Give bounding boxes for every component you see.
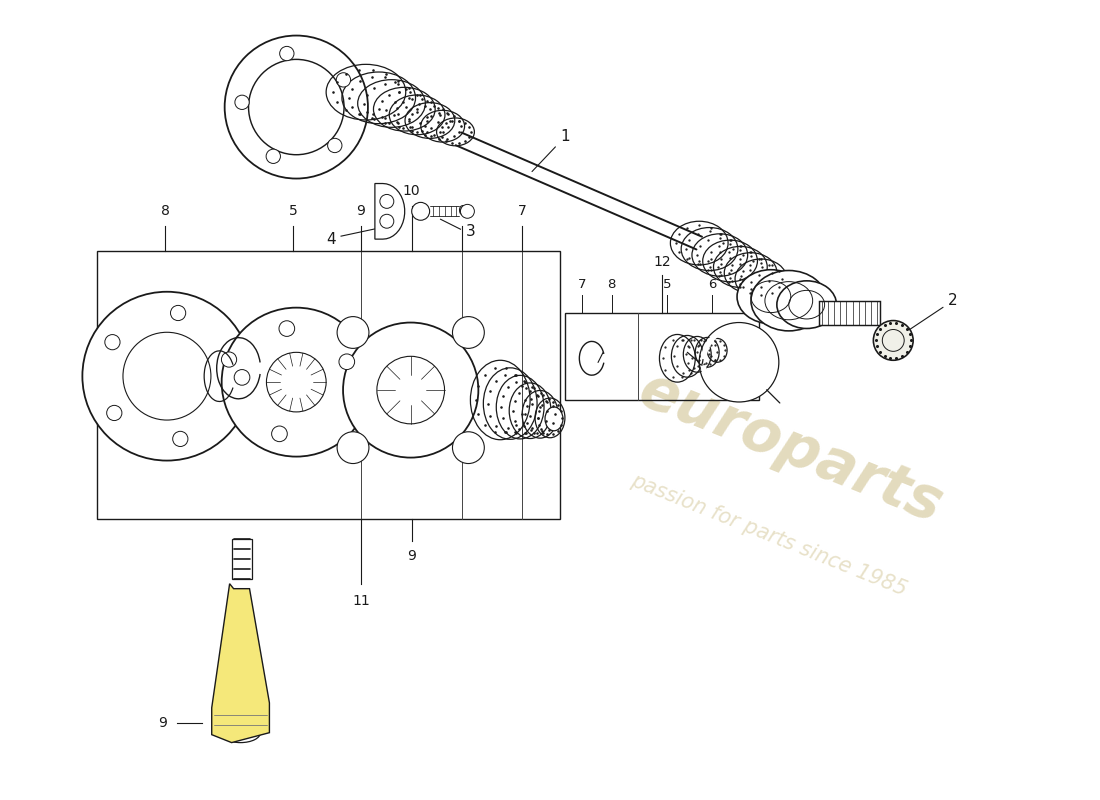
Circle shape bbox=[337, 432, 368, 463]
Circle shape bbox=[234, 370, 250, 386]
Bar bbox=[97, 251, 560, 519]
Ellipse shape bbox=[751, 270, 826, 331]
Text: 5: 5 bbox=[663, 278, 672, 290]
Text: 11: 11 bbox=[352, 594, 370, 608]
Ellipse shape bbox=[737, 270, 805, 324]
Text: 5: 5 bbox=[289, 204, 298, 218]
Text: 3: 3 bbox=[465, 224, 475, 238]
Text: 7: 7 bbox=[578, 278, 586, 290]
Text: 8: 8 bbox=[161, 204, 169, 218]
Text: 9: 9 bbox=[407, 549, 416, 563]
Text: europarts: europarts bbox=[630, 361, 952, 534]
Circle shape bbox=[452, 432, 484, 463]
Circle shape bbox=[337, 73, 351, 87]
Circle shape bbox=[700, 322, 779, 402]
Bar bbox=[565, 313, 759, 400]
Text: 2: 2 bbox=[895, 293, 958, 339]
Text: 6: 6 bbox=[458, 204, 466, 218]
Circle shape bbox=[279, 46, 294, 61]
Ellipse shape bbox=[544, 407, 563, 430]
Circle shape bbox=[873, 321, 913, 360]
Text: 6: 6 bbox=[708, 278, 716, 290]
Text: 4: 4 bbox=[327, 232, 336, 246]
Circle shape bbox=[343, 322, 478, 458]
Bar bbox=[818, 301, 880, 325]
Circle shape bbox=[170, 306, 186, 321]
Circle shape bbox=[337, 317, 368, 348]
Circle shape bbox=[461, 204, 474, 218]
Text: 12: 12 bbox=[653, 255, 671, 269]
Circle shape bbox=[224, 35, 367, 178]
Circle shape bbox=[452, 317, 484, 348]
Text: 9: 9 bbox=[158, 716, 167, 730]
Text: 8: 8 bbox=[607, 278, 616, 290]
Circle shape bbox=[272, 426, 287, 442]
Bar bbox=[232, 539, 252, 578]
Text: 9: 9 bbox=[740, 278, 748, 290]
Circle shape bbox=[235, 95, 250, 110]
Circle shape bbox=[266, 149, 280, 163]
Ellipse shape bbox=[777, 281, 836, 329]
Circle shape bbox=[222, 308, 371, 457]
Circle shape bbox=[411, 202, 430, 220]
Circle shape bbox=[221, 352, 236, 367]
Circle shape bbox=[107, 406, 122, 421]
Polygon shape bbox=[375, 183, 405, 239]
Polygon shape bbox=[211, 584, 270, 742]
Text: passion for parts since 1985: passion for parts since 1985 bbox=[628, 470, 910, 600]
Circle shape bbox=[379, 194, 394, 208]
Circle shape bbox=[173, 431, 188, 446]
Circle shape bbox=[339, 354, 354, 370]
Text: 7: 7 bbox=[518, 204, 527, 218]
Circle shape bbox=[82, 292, 252, 461]
Circle shape bbox=[104, 334, 120, 350]
Circle shape bbox=[279, 321, 295, 337]
Circle shape bbox=[328, 138, 342, 153]
Circle shape bbox=[379, 214, 394, 228]
Text: 10: 10 bbox=[403, 185, 420, 198]
Text: 9: 9 bbox=[356, 204, 365, 218]
Text: 1: 1 bbox=[532, 130, 570, 171]
